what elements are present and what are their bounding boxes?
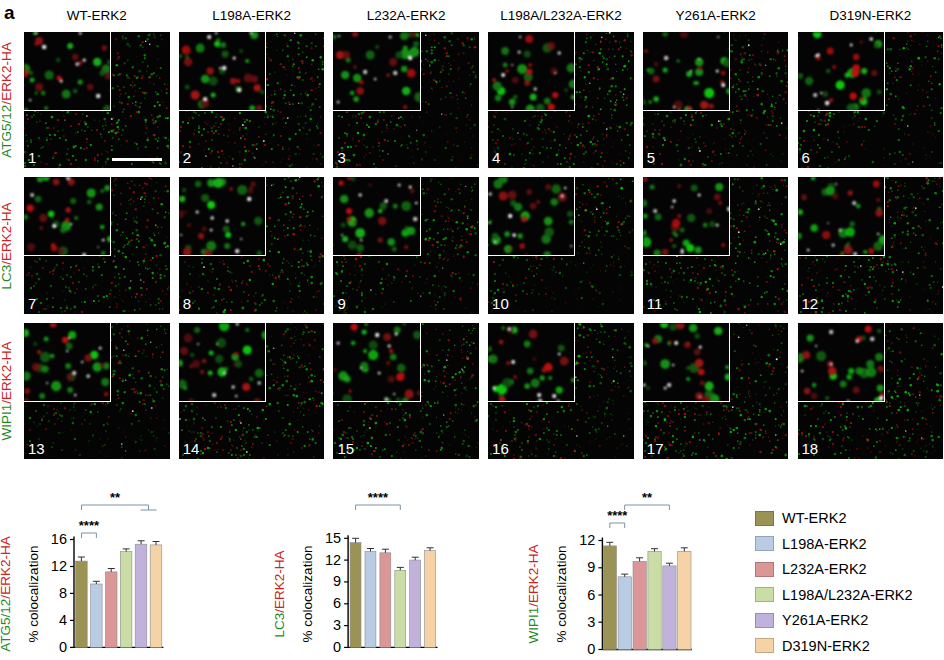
svg-text:16: 16 (51, 531, 67, 547)
svg-text:**: ** (110, 490, 121, 505)
svg-text:0: 0 (333, 639, 341, 655)
svg-text:4: 4 (59, 612, 67, 628)
svg-text:****: **** (607, 508, 628, 523)
svg-text:8: 8 (59, 585, 67, 601)
svg-text:6: 6 (333, 595, 341, 611)
svg-text:12: 12 (579, 532, 595, 548)
svg-text:3: 3 (587, 614, 595, 630)
svg-text:12: 12 (51, 558, 67, 574)
svg-text:****: **** (368, 490, 389, 505)
svg-text:****: **** (79, 518, 100, 533)
svg-text:**: ** (642, 490, 653, 505)
svg-text:6: 6 (587, 587, 595, 603)
svg-text:12: 12 (325, 552, 341, 568)
svg-text:9: 9 (587, 559, 595, 575)
svg-text:3: 3 (333, 617, 341, 633)
svg-text:0: 0 (59, 639, 67, 655)
svg-text:15: 15 (325, 530, 341, 546)
svg-text:9: 9 (333, 573, 341, 589)
svg-text:0: 0 (587, 641, 595, 657)
